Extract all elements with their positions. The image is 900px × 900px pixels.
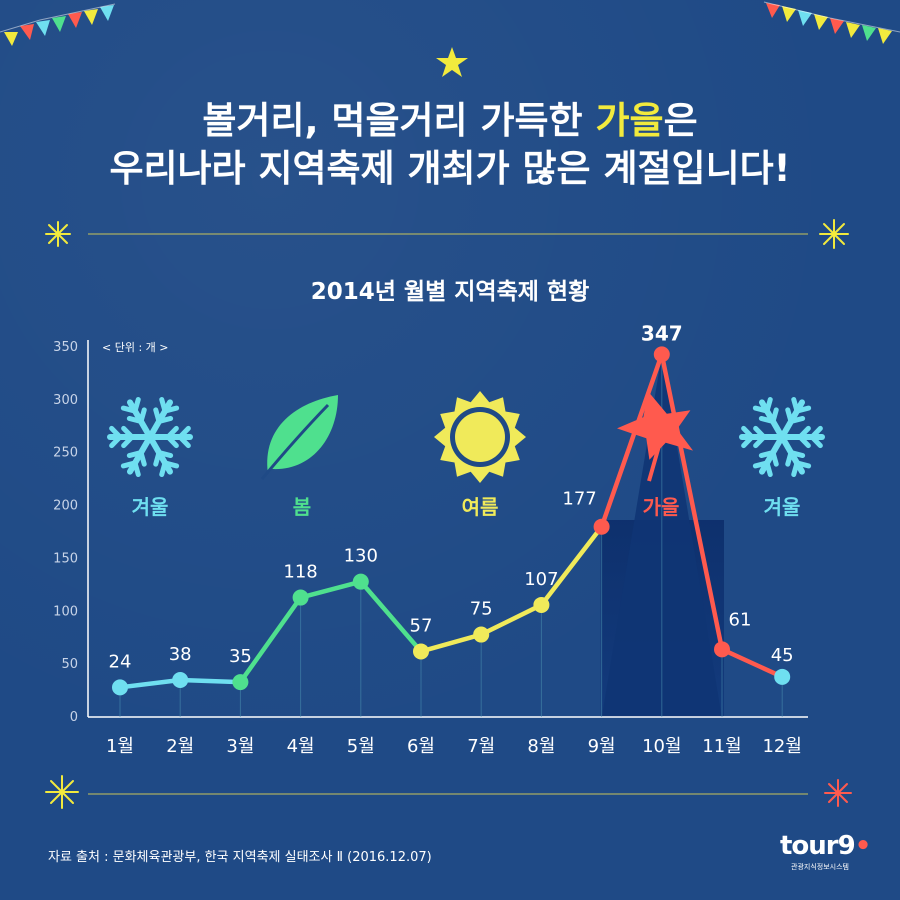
data-point: [473, 626, 490, 643]
x-tick-label: 8월: [527, 736, 555, 757]
series-line-segment: [358, 579, 424, 654]
headline-line-1-suffix: 은: [663, 99, 698, 142]
data-point: [413, 643, 429, 660]
x-tick-label: 4월: [287, 736, 315, 757]
data-point: [653, 346, 670, 363]
data-value-label: 45: [771, 645, 794, 666]
data-point: [352, 573, 369, 590]
data-value-label: 177: [562, 489, 596, 510]
season-label: 봄: [293, 495, 311, 519]
sparkle-icon: [819, 219, 849, 249]
x-tick-label: 2월: [166, 736, 194, 757]
star-icon: [436, 47, 468, 77]
season-label: 가을: [643, 495, 680, 519]
x-tick-label: 1월: [106, 736, 134, 757]
headline-highlight-autumn: 가을: [595, 99, 664, 142]
series-line-segment: [719, 647, 785, 680]
data-point: [533, 596, 550, 613]
data-point: [292, 589, 309, 606]
series-line-segment: [177, 677, 243, 685]
x-tick-label: 9월: [588, 736, 616, 757]
bunting-right-icon: [763, 1, 900, 44]
data-point: [774, 668, 791, 685]
series-line-segment: [298, 579, 364, 600]
data-point: [112, 679, 128, 696]
data-value-label: 38: [169, 644, 192, 665]
headline-line-2: 우리나라 지역축제 개최가 많은 계절입니다!: [109, 147, 791, 190]
x-tick-label: 10월: [642, 736, 681, 757]
series-line-segment: [659, 352, 725, 652]
series-line-segment: [478, 602, 544, 637]
bunting-left-icon: [0, 3, 116, 46]
y-tick-label: 100: [53, 604, 78, 619]
x-tick-label: 11월: [702, 736, 741, 757]
y-tick-label: 250: [53, 446, 78, 461]
data-value-label: 35: [229, 646, 252, 667]
data-point: [232, 674, 249, 691]
y-tick-label: 350: [53, 340, 78, 355]
sparkle-icon: [824, 779, 852, 807]
y-tick-label: 50: [61, 657, 78, 672]
series-line-segment: [599, 352, 665, 529]
x-tick-label: 6월: [407, 736, 435, 757]
x-tick-label: 3월: [226, 736, 254, 757]
season-label: 겨울: [132, 495, 169, 519]
data-point: [714, 641, 730, 658]
y-tick-label: 200: [53, 499, 78, 514]
series-line-segment: [117, 677, 183, 690]
y-tick-label: 0: [70, 710, 78, 725]
sun-icon: [434, 391, 526, 483]
headline-line-1: 볼거리, 먹을거리 가득한 가을은: [0, 98, 900, 144]
y-tick-label: 300: [53, 393, 78, 408]
data-point: [172, 672, 189, 688]
data-value-label: 130: [344, 546, 378, 567]
logo-mark: tour9•: [780, 831, 871, 861]
sparkle-icon: [45, 221, 71, 247]
leaf-icon: [260, 395, 338, 480]
data-value-label: 107: [524, 569, 558, 590]
data-value-label: 57: [410, 615, 433, 636]
source-note: 자료 출처 : 문화체육관광부, 한국 지역축제 실태조사 Ⅱ (2016.12…: [48, 850, 432, 865]
x-tick-label: 5월: [347, 736, 375, 757]
series-line-segment: [539, 524, 604, 608]
sparkle-icon: [45, 775, 79, 809]
data-value-label: 61: [729, 609, 752, 630]
y-tick-label: 150: [53, 551, 78, 566]
unit-label: < 단위 : 개 >: [102, 341, 169, 354]
snowflake-icon: [107, 396, 193, 478]
x-tick-label: 12월: [762, 736, 801, 757]
headline-line-1-prefix: 볼거리, 먹을거리 가득한: [202, 99, 596, 142]
x-tick-label: 7월: [467, 736, 495, 757]
data-value-label: 347: [641, 321, 683, 345]
chart-title: 2014년 월별 지역축제 현황: [310, 279, 590, 305]
maple-leaf-icon: [617, 391, 693, 482]
series-line-segment: [238, 595, 303, 685]
data-value-label: 118: [283, 562, 317, 583]
data-point: [593, 518, 610, 535]
data-value-label: 75: [470, 599, 493, 620]
logo-subtitle: 관광지식정보시스템: [791, 863, 849, 871]
series-line-segment: [418, 632, 484, 654]
season-label: 여름: [462, 495, 499, 519]
tour9-logo: tour9• 관광지식정보시스템: [780, 831, 871, 872]
season-label: 겨울: [764, 495, 801, 519]
snowflake-icon: [739, 396, 825, 478]
data-value-label: 24: [109, 651, 132, 672]
